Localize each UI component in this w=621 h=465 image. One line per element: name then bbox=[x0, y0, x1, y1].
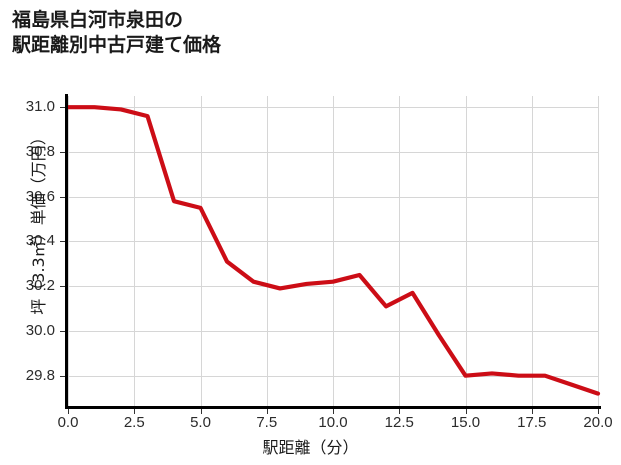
y-tick-mark bbox=[60, 152, 65, 153]
gridline-vertical bbox=[267, 96, 268, 407]
gridline-vertical bbox=[201, 96, 202, 407]
x-tick-mark bbox=[68, 409, 69, 414]
y-tick-label: 31.0 bbox=[25, 98, 55, 116]
y-tick-mark bbox=[60, 376, 65, 377]
x-tick-label: 0.0 bbox=[57, 414, 79, 431]
data-line-坪単価 bbox=[65, 105, 601, 396]
x-tick-label: 12.5 bbox=[384, 414, 414, 431]
y-tick-label: 30.0 bbox=[25, 321, 55, 339]
x-tick-label: 17.5 bbox=[517, 414, 547, 431]
y-axis-label: 坪（3.3㎡）単価（万円） bbox=[29, 129, 48, 315]
y-tick-label: 29.8 bbox=[25, 366, 55, 384]
y-tick-mark bbox=[60, 331, 65, 332]
x-tick-mark bbox=[466, 409, 467, 414]
gridline-vertical bbox=[399, 96, 400, 407]
x-tick-label: 10.0 bbox=[318, 414, 348, 431]
x-tick-label: 20.0 bbox=[583, 414, 613, 431]
gridline-vertical bbox=[134, 96, 135, 407]
gridline-vertical bbox=[532, 96, 533, 407]
x-axis-spine bbox=[65, 406, 601, 409]
x-tick-label: 15.0 bbox=[450, 414, 481, 431]
gridline-vertical bbox=[68, 96, 69, 407]
y-tick-label: 30.6 bbox=[25, 187, 55, 205]
plot-area bbox=[65, 96, 601, 407]
x-tick-mark bbox=[333, 409, 334, 414]
x-tick-label: 2.5 bbox=[123, 414, 145, 431]
y-axis-spine bbox=[65, 94, 68, 409]
x-tick-mark bbox=[134, 409, 135, 414]
gridline-vertical bbox=[333, 96, 334, 407]
y-tick-label: 30.8 bbox=[25, 142, 55, 160]
page-title: 福島県白河市泉田の 駅距離別中古戸建て価格 bbox=[12, 9, 222, 56]
x-tick-mark bbox=[267, 409, 268, 414]
y-tick-mark bbox=[60, 107, 65, 108]
y-tick-mark bbox=[60, 286, 65, 287]
x-axis-label: 駅距離（分） bbox=[262, 438, 359, 457]
y-tick-label: 30.4 bbox=[25, 232, 55, 250]
gridline-vertical bbox=[466, 96, 467, 407]
gridline-vertical bbox=[598, 96, 599, 407]
x-tick-label: 5.0 bbox=[190, 414, 211, 431]
y-tick-mark bbox=[60, 241, 65, 242]
x-tick-mark bbox=[532, 409, 533, 414]
x-tick-label: 7.5 bbox=[256, 414, 278, 431]
x-tick-mark bbox=[598, 409, 599, 414]
y-tick-label: 30.2 bbox=[25, 277, 55, 295]
y-tick-mark bbox=[60, 197, 65, 198]
data-series-svg bbox=[65, 105, 601, 396]
x-tick-mark bbox=[399, 409, 400, 414]
x-tick-mark bbox=[201, 409, 202, 414]
